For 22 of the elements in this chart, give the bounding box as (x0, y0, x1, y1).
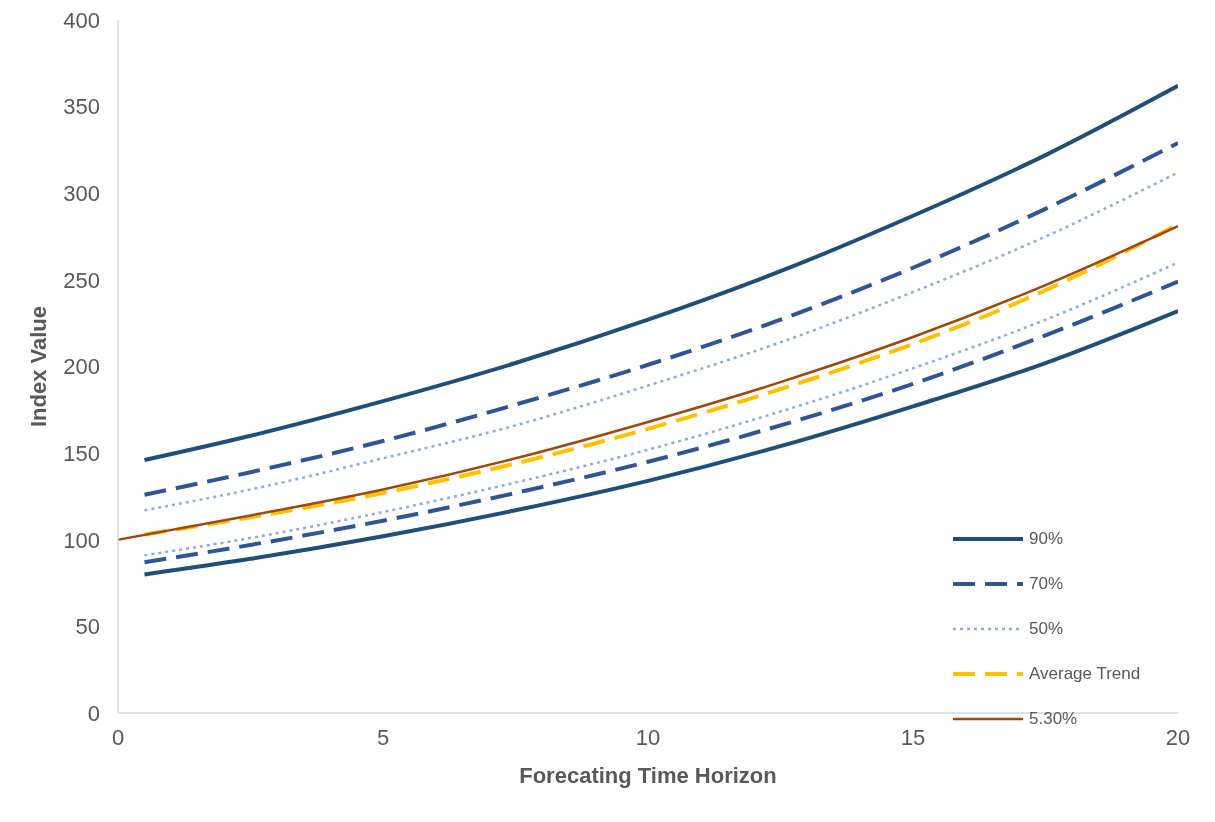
line-series (142, 83, 1178, 463)
y-tick-label: 250 (63, 267, 100, 293)
x-tick-label: 15 (900, 724, 926, 750)
y-tick-label: 200 (63, 354, 100, 380)
y-tick-label: 50 (75, 614, 100, 640)
y-tick-label: 350 (63, 94, 100, 120)
legend-label: 5.30% (1029, 708, 1078, 729)
y-tick-label: 300 (63, 181, 100, 207)
legend-label: 90% (1029, 528, 1064, 549)
y-axis-title: Index Value (25, 305, 51, 428)
y-tick-label: 150 (63, 440, 100, 466)
x-tick-label: 20 (1165, 724, 1191, 750)
legend-label: 50% (1029, 618, 1064, 639)
y-tick-label: 0 (87, 700, 100, 726)
y-tick-label: 100 (63, 527, 100, 553)
x-tick-label: 10 (635, 724, 661, 750)
x-axis-title: Forecating Time Horizon (519, 763, 777, 788)
y-tick-label: 400 (63, 7, 100, 33)
x-tick-label: 5 (376, 724, 390, 750)
legend-label: 70% (1029, 573, 1064, 594)
legend-label: Average Trend (1029, 663, 1141, 684)
x-tick-label: 0 (111, 724, 125, 750)
